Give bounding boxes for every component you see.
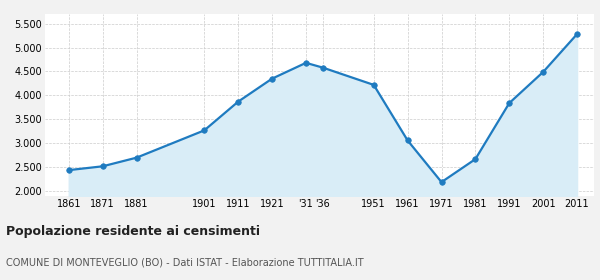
Text: Popolazione residente ai censimenti: Popolazione residente ai censimenti	[6, 225, 260, 238]
Text: COMUNE DI MONTEVEGLIO (BO) - Dati ISTAT - Elaborazione TUTTITALIA.IT: COMUNE DI MONTEVEGLIO (BO) - Dati ISTAT …	[6, 258, 364, 268]
